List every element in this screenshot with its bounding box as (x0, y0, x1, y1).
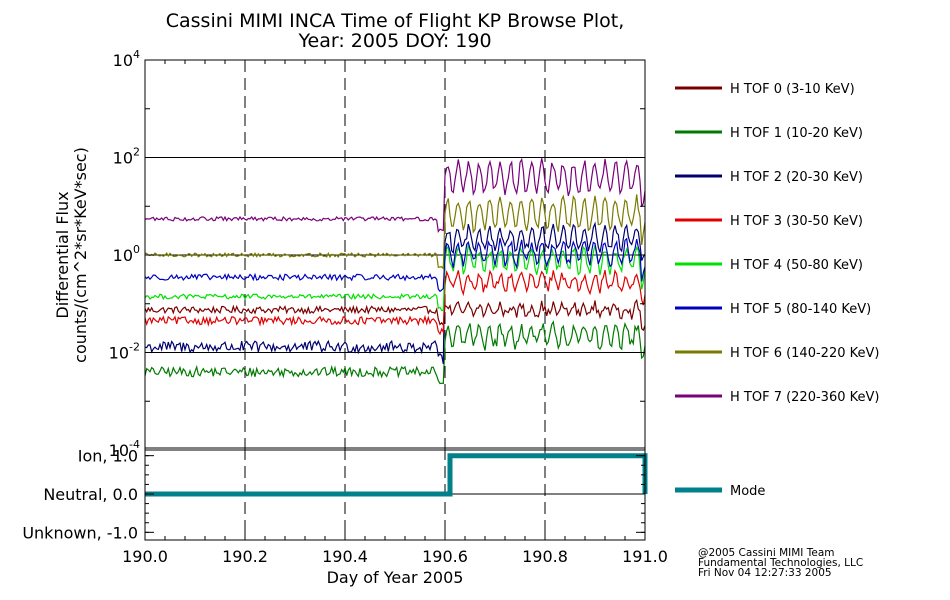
x-axis-label: Day of Year 2005 (327, 568, 464, 587)
flux-series-line (144, 221, 646, 365)
flux-series-line (144, 194, 646, 270)
mode-y-tick-label: Ion, 1.0 (78, 447, 138, 466)
tick-layer: 190.0 190.2 190.4 190.6 190.8 191.01041021001… (22, 48, 668, 566)
flux-series-line (144, 269, 646, 336)
chart-title-line-2: Year: 2005 DOY: 190 (297, 30, 491, 52)
y-tick-label-base: 10 (113, 149, 133, 168)
legend-label: H TOF 3 (30-50 KeV) (730, 214, 863, 229)
legend-label-mode: Mode (730, 484, 765, 499)
x-tick-label: 190.0 (122, 547, 168, 566)
flux-series-line (144, 244, 646, 312)
legend-label: H TOF 6 (140-220 KeV) (730, 346, 879, 361)
legend-label: H TOF 5 (80-140 KeV) (730, 302, 871, 317)
x-tick-label: 190.4 (322, 547, 368, 566)
y-tick-label: 100 (113, 243, 140, 265)
x-tick-label: 190.2 (222, 547, 268, 566)
y-tick-label-base: 10 (109, 441, 129, 460)
y-axis-label-line-2: counts/(cm^2*sr*KeV*sec) (71, 147, 90, 363)
y-tick-label-exponent: 0 (133, 243, 140, 256)
y-tick-label: 10-2 (109, 341, 140, 363)
mode-y-tick-label: Neutral, 0.0 (43, 485, 138, 504)
chart-title-line-1: Cassini MIMI INCA Time of Flight KP Brow… (166, 10, 625, 32)
y-tick-label-base: 10 (113, 246, 133, 265)
y-tick-label-exponent: 2 (133, 146, 140, 159)
y-tick-label-base: 10 (109, 344, 129, 363)
y-tick-label-base: 10 (113, 51, 133, 70)
x-tick-label: 190.8 (522, 547, 568, 566)
x-tick-label: 190.6 (422, 547, 468, 566)
legend-label: H TOF 4 (50-80 KeV) (730, 258, 863, 273)
y-tick-label: 10-4 (109, 438, 140, 460)
y-tick-label: 102 (113, 146, 140, 168)
flux-series-line (144, 157, 646, 234)
y-axis-label-line-1: Differential Flux (53, 191, 72, 318)
legend-label: H TOF 7 (220-360 KeV) (730, 390, 879, 405)
credit-line-3: Fri Nov 04 12:27:33 2005 (698, 567, 832, 579)
y-tick-label-exponent: 4 (133, 48, 140, 61)
flux-series-line (144, 237, 646, 293)
x-tick-label: 191.0 (622, 547, 668, 566)
flux-series-line (144, 298, 646, 332)
flux-series-line (144, 320, 646, 385)
credit-line-2: Fundamental Technologies, LLC (698, 557, 863, 569)
y-tick-label: 104 (113, 48, 140, 70)
legend-label: H TOF 1 (10-20 KeV) (730, 126, 863, 141)
legend-label: H TOF 0 (3-10 KeV) (730, 82, 855, 97)
legend: H TOF 0 (3-10 KeV) H TOF 1 (10-20 KeV) H T… (675, 82, 879, 499)
mode-layer (145, 453, 648, 497)
y-tick-label-exponent: -4 (129, 438, 140, 451)
mode-y-tick-label: Unknown, -1.0 (22, 523, 138, 542)
legend-label: H TOF 2 (20-30 KeV) (730, 170, 863, 185)
y-tick-label-exponent: -2 (129, 341, 140, 354)
mode-series-line (145, 453, 648, 497)
credit-line-1: @2005 Cassini MIMI Team (698, 547, 835, 559)
grid-layer (145, 60, 645, 540)
series-layer (144, 157, 646, 385)
